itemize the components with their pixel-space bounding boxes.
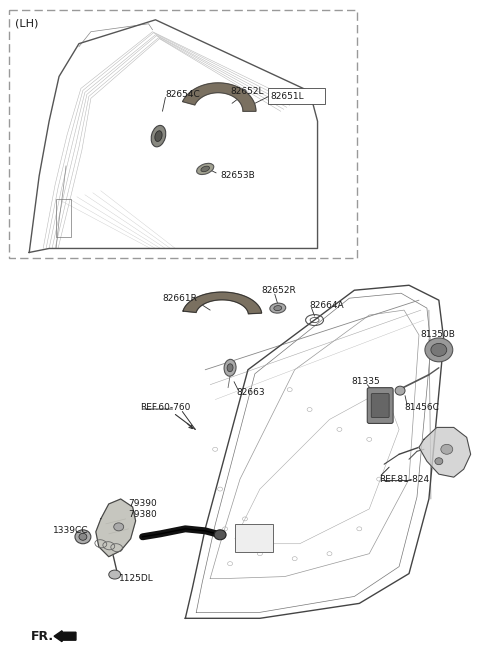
Text: 1339CC: 1339CC	[53, 526, 89, 535]
Ellipse shape	[435, 458, 443, 464]
Text: 82652L: 82652L	[230, 87, 264, 96]
Text: 81456C: 81456C	[404, 403, 439, 412]
Text: FR.: FR.	[31, 629, 54, 643]
Ellipse shape	[201, 166, 209, 171]
Ellipse shape	[274, 306, 282, 311]
FancyBboxPatch shape	[235, 524, 273, 552]
Text: REF.81-824: REF.81-824	[379, 474, 429, 484]
Ellipse shape	[109, 570, 120, 579]
Polygon shape	[182, 83, 256, 111]
Text: 82664A: 82664A	[310, 301, 344, 309]
FancyBboxPatch shape	[268, 89, 324, 104]
Ellipse shape	[227, 364, 233, 372]
Polygon shape	[96, 499, 136, 556]
Polygon shape	[183, 292, 262, 314]
Text: 82653B: 82653B	[220, 171, 255, 181]
Ellipse shape	[441, 444, 453, 454]
Text: 82654C: 82654C	[166, 90, 200, 99]
Polygon shape	[419, 428, 471, 477]
Ellipse shape	[155, 131, 162, 141]
Ellipse shape	[114, 523, 124, 531]
Text: 81335: 81335	[351, 377, 380, 386]
Ellipse shape	[197, 164, 214, 175]
Text: REF.60-760: REF.60-760	[141, 403, 191, 412]
Ellipse shape	[214, 530, 226, 540]
Ellipse shape	[425, 338, 453, 362]
Ellipse shape	[75, 530, 91, 544]
Ellipse shape	[224, 359, 236, 376]
Ellipse shape	[151, 125, 166, 147]
Text: 79390: 79390	[129, 499, 157, 509]
Ellipse shape	[79, 533, 87, 540]
Text: 81350B: 81350B	[420, 330, 455, 340]
Text: 1125DL: 1125DL	[119, 574, 154, 583]
Ellipse shape	[431, 344, 447, 356]
Text: 82663: 82663	[236, 388, 264, 397]
Text: 79380: 79380	[129, 510, 157, 520]
Text: 82651L: 82651L	[271, 92, 304, 101]
Ellipse shape	[270, 303, 286, 313]
Ellipse shape	[395, 386, 405, 395]
Text: 82661R: 82661R	[162, 294, 197, 303]
FancyBboxPatch shape	[367, 388, 393, 424]
Text: 82652R: 82652R	[262, 286, 297, 295]
FancyArrow shape	[54, 631, 76, 642]
FancyBboxPatch shape	[371, 394, 389, 417]
Text: (LH): (LH)	[15, 19, 39, 29]
